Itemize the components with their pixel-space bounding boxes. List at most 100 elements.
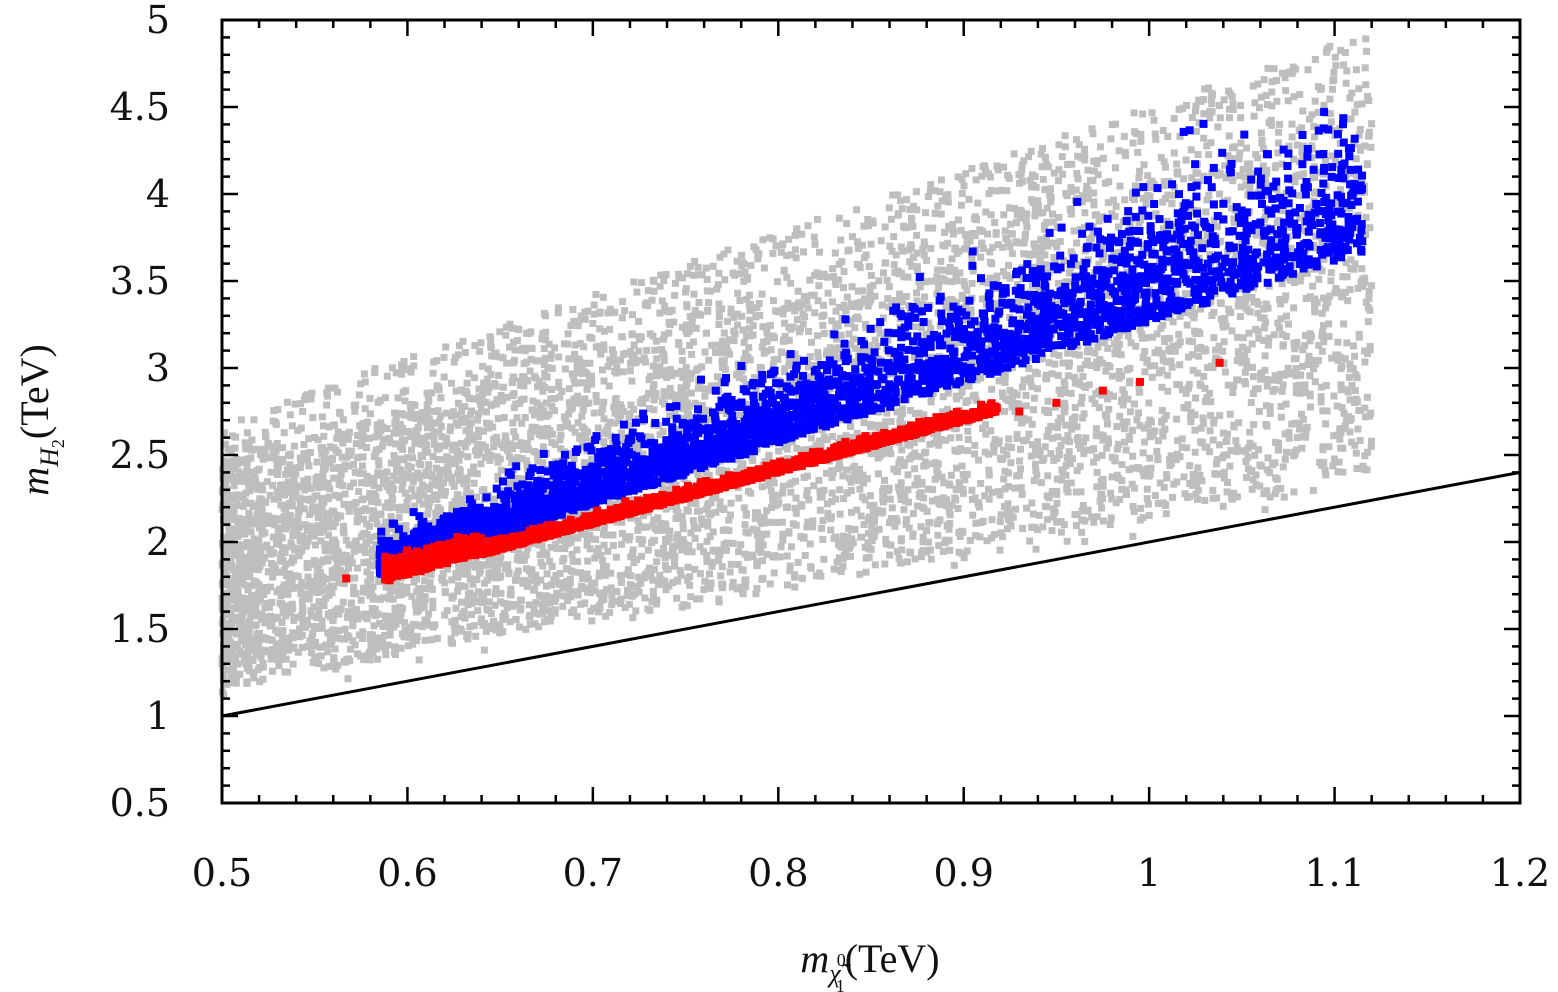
data-point-gray [437,488,445,496]
data-point-gray [238,491,246,499]
data-point-gray [1250,421,1258,429]
data-point-gray [425,610,433,618]
data-point-gray [1163,471,1171,479]
data-point-gray [769,494,777,502]
data-point-gray [299,619,307,627]
data-point-gray [586,545,594,553]
data-point-gray [1260,314,1268,322]
data-point-gray [1244,453,1252,461]
data-point-gray [934,495,941,503]
data-point-gray [1275,128,1283,136]
data-point-gray [607,584,615,592]
data-point-gray [1346,360,1354,368]
data-point-gray [429,604,437,612]
data-point-gray [910,254,917,261]
data-point-gray [1061,389,1069,396]
data-point-gray [746,316,754,324]
data-point-gray [565,385,573,393]
data-point-gray [1364,132,1372,140]
data-point-gray [490,617,497,625]
data-point-gray [234,541,242,549]
data-point-gray [367,642,375,650]
data-point-gray [537,576,545,584]
data-point-gray [1031,460,1039,468]
data-point-gray [984,279,992,287]
data-point-gray [789,356,797,363]
data-point-gray [810,482,818,490]
data-point-gray [898,446,906,454]
data-point-gray [1291,419,1299,427]
data-point-gray [290,464,298,472]
data-point-gray [1048,434,1056,442]
data-point-gray [330,654,338,662]
data-point-gray [242,489,250,497]
data-point-gray [949,221,957,229]
data-point-gray [565,452,573,460]
data-point-gray [580,359,588,367]
data-point-gray [1301,389,1309,396]
data-point-gray [463,379,471,387]
data-point-gray [719,580,727,588]
data-point-gray [1079,192,1087,200]
data-point-gray [1197,305,1204,313]
data-point-gray [1061,436,1069,444]
data-point-gray [719,526,727,534]
data-point-gray [1058,466,1066,474]
data-point-gray [624,586,631,594]
data-point-gray [376,511,384,518]
data-point-gray [972,519,980,527]
data-point-gray [305,577,313,585]
data-point-gray [611,396,619,404]
data-point-gray [665,329,673,337]
data-point-gray [423,412,431,420]
data-point-gray [984,230,992,238]
data-point-gray [975,456,983,464]
data-point-gray [341,625,349,633]
data-point-gray [618,333,626,341]
data-point-gray [364,418,372,426]
data-point-gray [904,471,912,479]
data-point-gray [1089,176,1097,184]
data-point-gray [324,479,332,487]
data-point-gray [263,541,271,549]
data-point-gray [351,641,359,649]
data-point-gray [634,573,642,581]
data-point-gray [1139,514,1147,522]
data-point-gray [259,675,267,683]
data-point-gray [1219,429,1227,437]
data-point-gray [512,576,519,584]
data-point-gray [1111,456,1119,464]
data-point-gray [363,444,371,451]
data-point-gray [1317,383,1325,391]
data-point-gray [840,268,848,275]
data-point-gray [1235,172,1243,180]
data-point-gray [314,484,322,492]
data-point-gray [260,591,268,598]
data-point-gray [581,459,588,467]
data-point-gray [571,379,579,387]
data-point-gray [1233,357,1241,365]
data-point-gray [898,546,906,554]
data-point-gray [421,577,428,585]
data-point-gray [1099,432,1107,440]
data-point-gray [1081,361,1089,369]
data-point-gray [903,516,910,524]
data-point-gray [1343,273,1351,281]
data-point-gray [510,428,518,436]
data-point-gray [759,557,766,565]
data-point-gray [786,304,794,312]
data-point-gray [774,355,782,363]
data-point-gray [700,586,708,593]
data-point-gray [942,303,950,311]
data-point-gray [1116,340,1123,348]
data-point-gray [1047,198,1055,206]
data-point-gray [1271,386,1279,393]
data-point-gray [391,419,399,427]
data-point-gray [574,591,582,599]
data-point-gray [940,275,948,283]
data-point-gray [1184,494,1191,501]
data-point-gray [779,518,786,526]
data-point-gray [1314,356,1322,364]
data-point-gray [340,522,347,530]
data-point-gray [1182,389,1190,397]
